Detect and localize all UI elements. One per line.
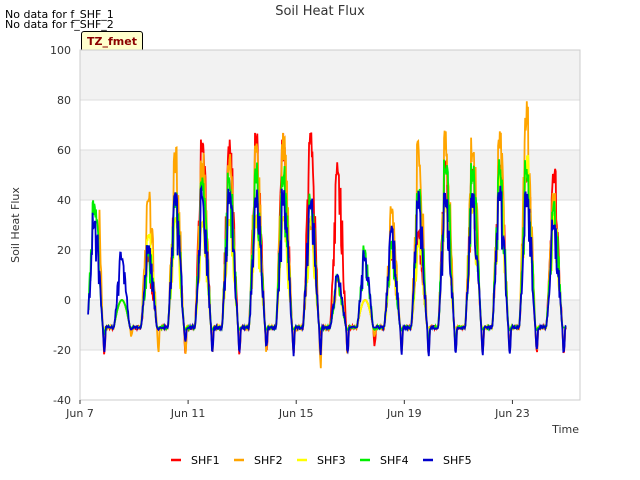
x-tick-label: Jun 19: [386, 407, 422, 420]
tz-fmet-tag: TZ_fmet: [81, 31, 143, 52]
series-line-shf5: [87, 184, 567, 357]
x-axis-label: Time: [551, 423, 579, 436]
legend-item-shf4: SHF4: [360, 454, 409, 467]
legend-label: SHF1: [191, 454, 220, 467]
legend-item-shf3: SHF3: [297, 454, 346, 467]
x-tick-label: Jun 15: [278, 407, 314, 420]
y-tick-label: 100: [50, 44, 71, 57]
legend-label: SHF5: [443, 454, 472, 467]
y-tick-label: 0: [64, 294, 71, 307]
plot-frame: [79, 49, 581, 401]
no-data-notice-2: No data for f_SHF_2: [5, 18, 114, 31]
background-band: [80, 50, 580, 100]
legend-item-shf1: SHF1: [171, 454, 220, 467]
y-axis-label: Soil Heat Flux: [9, 187, 22, 263]
y-tick-label: -20: [53, 344, 71, 357]
chart-title: Soil Heat Flux: [275, 4, 365, 19]
y-tick-label: 20: [57, 244, 71, 257]
legend-label: SHF3: [317, 454, 346, 467]
legend-item-shf2: SHF2: [234, 454, 283, 467]
y-tick-label: 60: [57, 144, 71, 157]
y-tick-label: 40: [57, 194, 71, 207]
x-tick-label: Jun 11: [170, 407, 206, 420]
legend-label: SHF2: [254, 454, 283, 467]
background-band: [80, 150, 580, 200]
legend: SHF1 SHF2 SHF3 SHF4 SHF5: [171, 454, 472, 467]
legend-label: SHF4: [380, 454, 409, 467]
legend-item-shf5: SHF5: [423, 454, 472, 467]
y-tick-label: 80: [57, 94, 71, 107]
no-data-notice-1: No data for f_SHF_1: [5, 8, 114, 21]
y-tick-label: -40: [53, 394, 71, 407]
x-tick-label: Jun 7: [65, 407, 94, 420]
x-tick-label: Jun 23: [494, 407, 530, 420]
